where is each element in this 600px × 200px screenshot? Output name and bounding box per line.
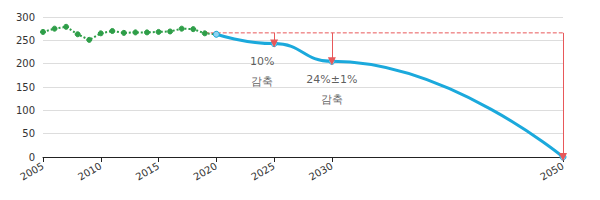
svg-text:250: 250 — [16, 35, 35, 46]
svg-text:300: 300 — [16, 12, 35, 23]
svg-text:2015: 2015 — [134, 160, 162, 182]
svg-text:2030: 2030 — [307, 160, 335, 182]
svg-text:2010: 2010 — [76, 160, 104, 182]
svg-text:2020: 2020 — [192, 160, 220, 182]
svg-text:감축: 감축 — [321, 93, 343, 106]
svg-text:100: 100 — [16, 105, 35, 116]
svg-text:2050: 2050 — [538, 160, 566, 182]
svg-text:10%: 10% — [250, 55, 274, 68]
svg-text:감축: 감축 — [251, 75, 273, 88]
svg-text:50: 50 — [22, 128, 35, 139]
svg-text:2025: 2025 — [249, 160, 277, 182]
svg-text:2005: 2005 — [18, 160, 46, 182]
svg-text:0: 0 — [29, 152, 35, 163]
svg-text:200: 200 — [16, 58, 35, 69]
svg-text:150: 150 — [16, 82, 35, 93]
svg-text:24%±1%: 24%±1% — [306, 73, 357, 86]
